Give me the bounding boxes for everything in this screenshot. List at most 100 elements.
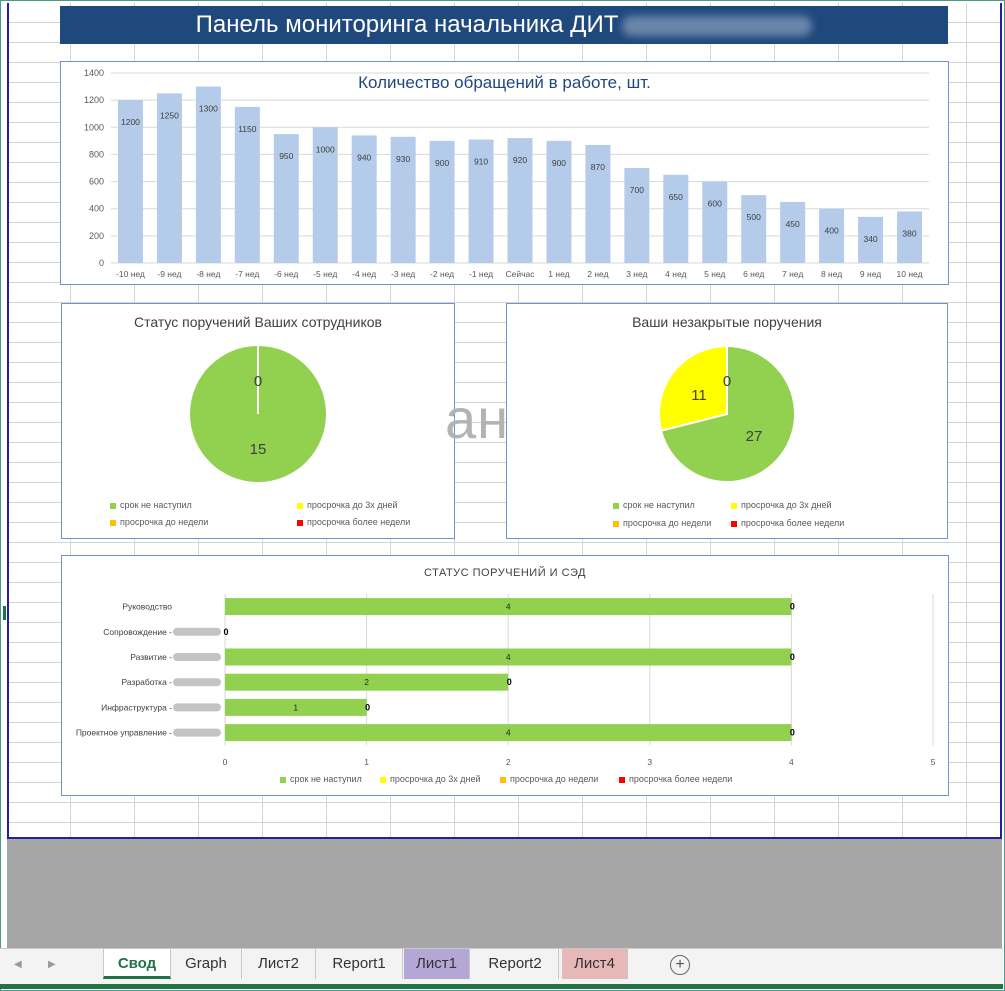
end-data-label: 0 bbox=[790, 602, 795, 612]
x-tick-label: 8 нед bbox=[821, 269, 842, 279]
legend-swatch bbox=[500, 776, 506, 783]
legend-label: просрочка до недели bbox=[510, 774, 599, 784]
tab-svod[interactable]: Свод bbox=[103, 949, 171, 979]
tab-report2[interactable]: Report2 bbox=[472, 949, 559, 979]
y-tick-label: 400 bbox=[89, 204, 104, 214]
y-category-label: Руководство bbox=[122, 602, 172, 612]
triangle-right-icon[interactable]: ▶ bbox=[48, 959, 56, 970]
legend-swatch bbox=[110, 519, 116, 526]
legend-swatch bbox=[731, 502, 737, 509]
data-label: 900 bbox=[552, 158, 566, 168]
data-label: 1000 bbox=[316, 144, 335, 154]
data-label: 450 bbox=[786, 219, 800, 229]
x-tick-label: 7 нед bbox=[782, 269, 803, 279]
bar bbox=[390, 136, 416, 263]
legend-label: просрочка до 3х дней bbox=[390, 774, 481, 784]
end-data-label: 0 bbox=[223, 627, 228, 637]
dashboard-title-banner: Панель мониторинга начальника ДИТ bbox=[60, 6, 948, 44]
end-data-label: 0 bbox=[790, 728, 795, 738]
x-tick-label: -8 нед bbox=[196, 269, 220, 279]
legend-swatch bbox=[280, 776, 286, 783]
redacted-label bbox=[173, 678, 221, 687]
data-label: 870 bbox=[591, 162, 605, 172]
end-data-label: 0 bbox=[365, 702, 370, 712]
chart-title: Количество обращений в работе, шт. bbox=[358, 73, 651, 92]
x-tick-label: 5 bbox=[931, 757, 936, 767]
legend-swatch bbox=[613, 520, 619, 527]
staff-status-pie-chart[interactable]: Статус поручений Ваших сотрудников 15 0 с… bbox=[61, 303, 455, 539]
legend-item: просрочка до 3х дней bbox=[731, 500, 832, 510]
column-chart-svg: 0 200 400 600 800 1000 1200 1400 1200 -10 нед 1250… bbox=[84, 68, 929, 279]
row-selection-marker bbox=[3, 606, 6, 620]
legend-label: просрочка более недели bbox=[629, 774, 733, 784]
bar bbox=[273, 134, 299, 263]
plus-circle-icon[interactable]: + bbox=[670, 955, 690, 975]
legend-item: просрочка до недели bbox=[500, 774, 598, 784]
status-sed-bar-chart[interactable]: СТАТУС ПОРУЧЕНИЙ И СЭД 0 1 2 3 4 5 Руководство… bbox=[61, 555, 949, 796]
tab-report1[interactable]: Report1 bbox=[316, 949, 403, 979]
y-tick-label: 0 bbox=[99, 258, 104, 268]
bar bbox=[225, 598, 792, 616]
data-label: 650 bbox=[669, 192, 683, 202]
legend-item: просрочка до 3х дней bbox=[297, 500, 398, 510]
legend-label: просрочка до 3х дней bbox=[741, 500, 832, 510]
bar bbox=[156, 93, 182, 263]
x-tick-label: 3 bbox=[647, 757, 652, 767]
own-tasks-pie-chart[interactable]: Ваши незакрытые поручения 27 11 0 срок не … bbox=[506, 303, 948, 539]
bar bbox=[234, 106, 260, 263]
legend-item: просрочка до 3х дней bbox=[380, 774, 481, 784]
x-tick-label: -4 нед bbox=[352, 269, 376, 279]
page-title: Панель мониторинга начальника ДИТ bbox=[195, 11, 619, 38]
chart-title: Ваши незакрытые поручения bbox=[632, 314, 822, 330]
pie-data-label: 0 bbox=[254, 373, 262, 390]
data-label: 4 bbox=[506, 728, 511, 738]
bar bbox=[858, 216, 884, 263]
legend-swatch bbox=[297, 502, 303, 509]
data-label: 400 bbox=[825, 226, 839, 236]
watermark-text: ан bbox=[445, 387, 510, 450]
data-label: 2 bbox=[364, 677, 369, 687]
data-label: 500 bbox=[747, 212, 761, 222]
x-tick-label: 3 нед bbox=[626, 269, 647, 279]
bar bbox=[819, 208, 845, 263]
data-label: 1200 bbox=[121, 117, 140, 127]
bar bbox=[741, 195, 767, 263]
bar bbox=[429, 140, 455, 263]
legend-swatch bbox=[619, 776, 625, 783]
requests-column-chart[interactable]: Количество обращений в работе, шт. 0 200 4… bbox=[60, 61, 949, 285]
bar bbox=[312, 127, 338, 264]
x-tick-label: 6 нед bbox=[743, 269, 764, 279]
x-tick-label: 10 нед bbox=[897, 269, 923, 279]
pie-chart-svg: 27 11 0 bbox=[658, 344, 796, 483]
x-tick-label: -7 нед bbox=[235, 269, 259, 279]
y-category-label: Проектное управление - bbox=[76, 728, 172, 738]
tab-list4[interactable]: Лист4 bbox=[562, 949, 628, 979]
bar bbox=[780, 201, 806, 263]
redacted-label bbox=[173, 653, 221, 661]
legend-item: просрочка более недели bbox=[731, 518, 844, 528]
legend-label: просрочка до недели bbox=[120, 517, 209, 527]
x-tick-label: 9 нед bbox=[860, 269, 881, 279]
y-category-label: Развитие - bbox=[130, 652, 172, 662]
tab-graph[interactable]: Graph bbox=[171, 949, 242, 979]
x-tick-label: 2 bbox=[506, 757, 511, 767]
bar bbox=[351, 135, 377, 263]
data-label: 950 bbox=[279, 151, 293, 161]
legend-label: просрочка до недели bbox=[623, 518, 712, 528]
tab-list1[interactable]: Лист1 bbox=[404, 949, 470, 979]
x-tick-label: -2 нед bbox=[430, 269, 454, 279]
x-tick-label: -6 нед bbox=[274, 269, 298, 279]
redacted-label bbox=[173, 703, 221, 712]
sheet-tab-bar: ◀ ▶ Свод Graph Лист2 Report1 Лист1 Repor… bbox=[0, 948, 1003, 985]
triangle-left-icon[interactable]: ◀ bbox=[14, 959, 22, 970]
bar bbox=[897, 211, 923, 263]
legend-label: просрочка более недели bbox=[741, 518, 845, 528]
bar bbox=[225, 673, 509, 691]
bar bbox=[507, 138, 533, 263]
legend-label: срок не наступил bbox=[290, 774, 362, 784]
data-label: 1250 bbox=[160, 110, 179, 120]
data-label: 940 bbox=[357, 152, 371, 162]
tab-list2[interactable]: Лист2 bbox=[242, 949, 316, 979]
x-tick-label: -10 нед bbox=[116, 269, 145, 279]
pie-data-label: 11 bbox=[691, 387, 707, 404]
